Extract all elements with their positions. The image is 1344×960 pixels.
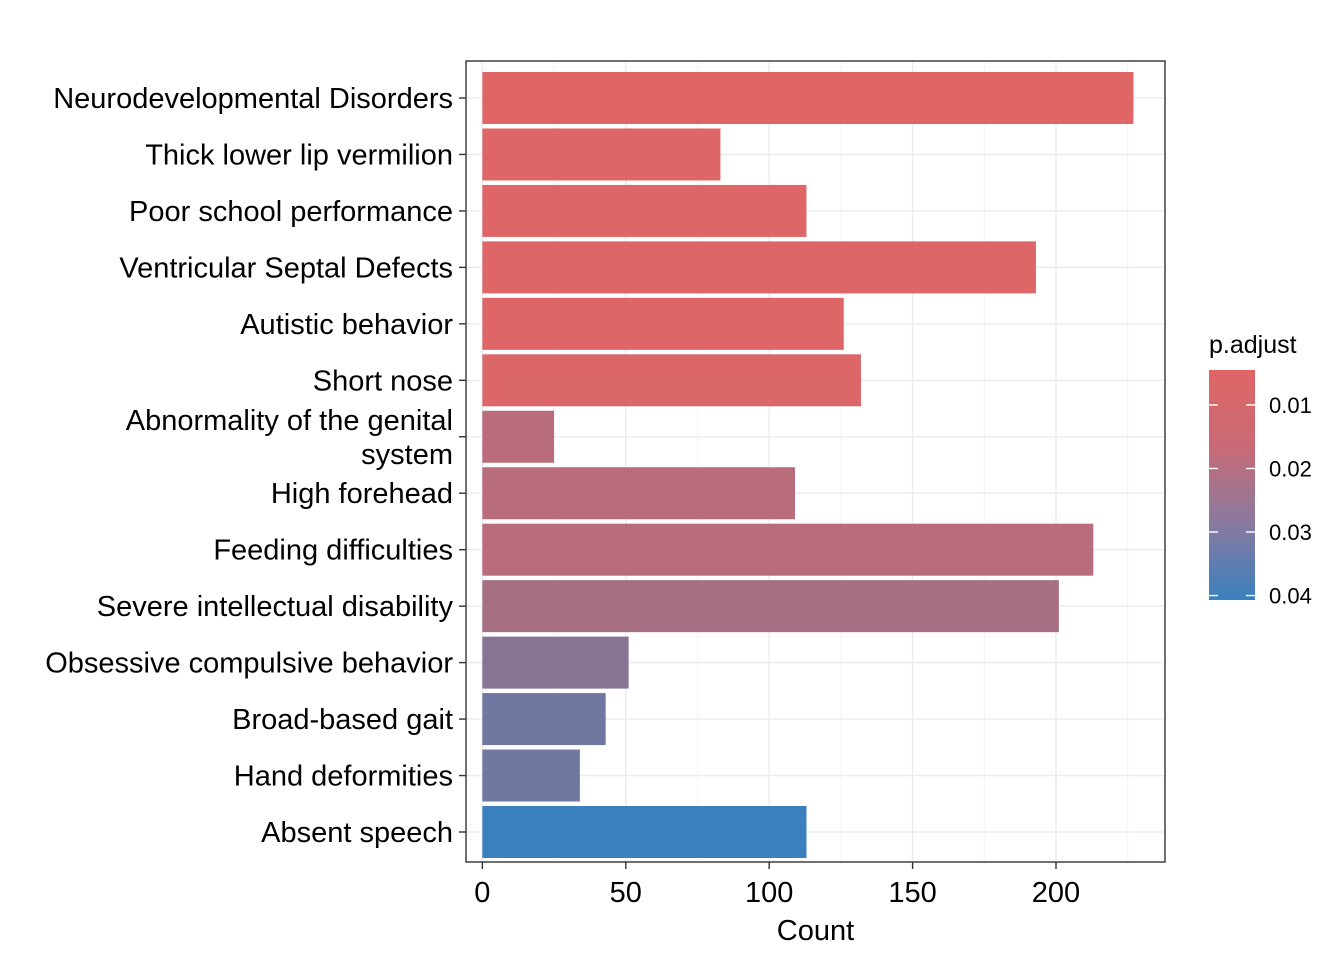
y-tick-label: Ventricular Septal Defects	[119, 252, 453, 284]
bar	[482, 241, 1036, 294]
legend-tick-label: 0.02	[1269, 456, 1312, 481]
bar	[482, 523, 1094, 576]
y-tick-label: Obsessive compulsive behavior	[45, 648, 453, 680]
y-tick-label: Absent speech	[261, 817, 453, 849]
y-tick-label: Abnormality of the genital	[126, 405, 453, 437]
legend-tick-label: 0.04	[1269, 584, 1312, 609]
bar	[482, 636, 629, 689]
bar	[482, 749, 580, 802]
legend-colorbar	[1209, 370, 1255, 600]
bar	[482, 128, 721, 181]
bar	[482, 184, 807, 237]
bars-group	[482, 72, 1134, 858]
legend-title: p.adjust	[1209, 331, 1297, 359]
x-axis: 0 50 100 150 200	[474, 862, 1080, 909]
legend-tick-label: 0.01	[1269, 393, 1312, 418]
bar	[482, 580, 1059, 633]
x-tick-label: 0	[474, 877, 490, 909]
x-tick-label: 50	[610, 877, 642, 909]
y-tick-label: system	[361, 439, 453, 471]
y-tick-label: High forehead	[271, 478, 453, 510]
bar	[482, 806, 807, 858]
x-tick-label: 100	[745, 877, 793, 909]
y-tick-label: Thick lower lip vermilion	[145, 139, 453, 171]
bar	[482, 410, 555, 463]
y-axis: Neurodevelopmental Disorders Thick lower …	[45, 83, 466, 849]
bar	[482, 72, 1134, 124]
y-tick-label: Neurodevelopmental Disorders	[53, 83, 453, 115]
y-tick-label: Autistic behavior	[240, 309, 453, 341]
y-tick-label: Broad-based gait	[232, 704, 453, 736]
legend-ticks: 0.01 0.02 0.03 0.04	[1209, 393, 1312, 609]
y-tick-label: Hand deformities	[234, 761, 453, 793]
y-tick-label: Short nose	[313, 365, 453, 397]
bar	[482, 467, 795, 520]
x-tick-label: 200	[1032, 877, 1080, 909]
y-tick-label: Poor school performance	[129, 196, 453, 228]
y-tick-label: Feeding difficulties	[213, 535, 453, 567]
legend-tick-label: 0.03	[1269, 520, 1312, 545]
x-tick-label: 150	[888, 877, 936, 909]
bar	[482, 297, 844, 350]
x-axis-title: Count	[777, 915, 854, 947]
plot-border	[465, 60, 1166, 863]
bar	[482, 693, 606, 746]
bar	[482, 354, 861, 407]
legend: p.adjust 0.01 0.02 0.03 0.04	[1209, 331, 1312, 609]
y-tick-label: Severe intellectual disability	[97, 591, 454, 623]
